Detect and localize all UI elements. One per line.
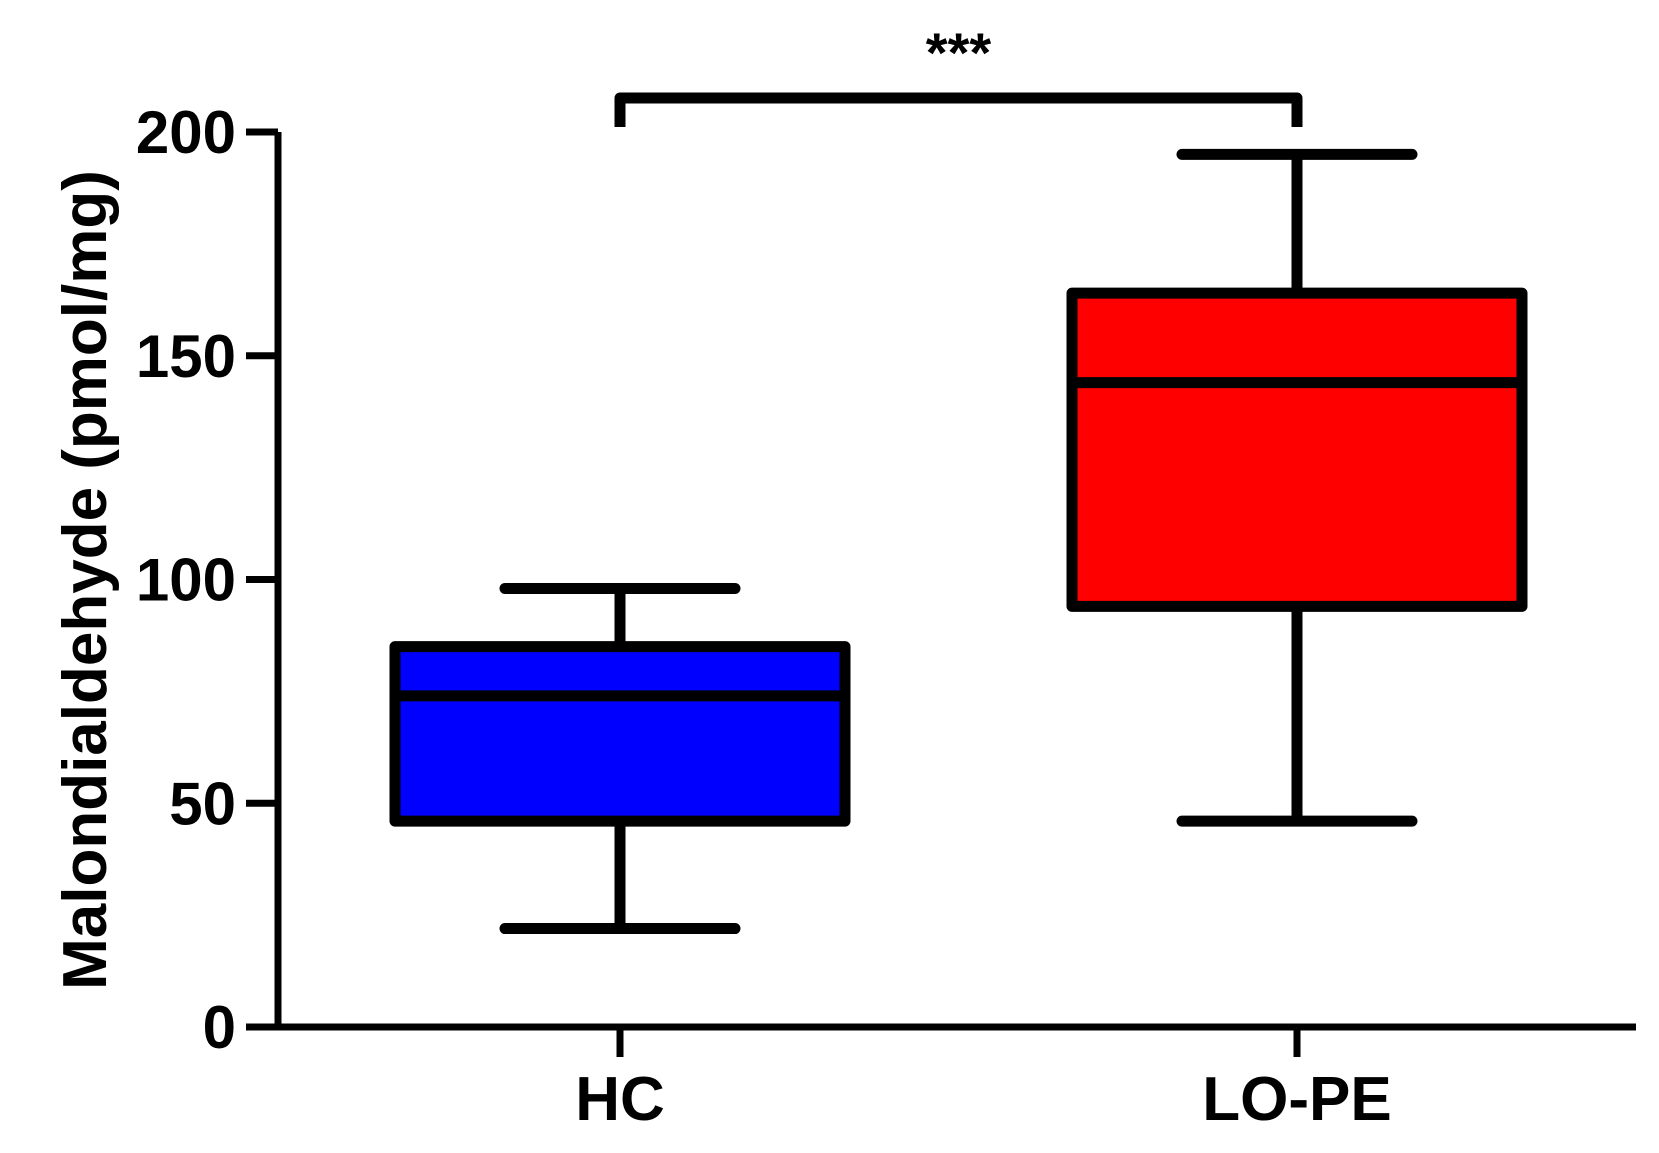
- x-tick-label: LO-PE: [1202, 1065, 1391, 1134]
- significance-bracket: ***: [614, 21, 1303, 127]
- y-ticks: 0 50 100 150 200: [136, 99, 278, 1061]
- box-iqr: [389, 641, 851, 827]
- y-tick-label: 0: [203, 994, 236, 1061]
- y-tick-label: 200: [136, 99, 236, 166]
- x-ticks: HC LO-PE: [575, 1027, 1392, 1134]
- box-hc: [389, 582, 851, 935]
- y-tick-label: 100: [136, 547, 236, 614]
- boxes: [389, 148, 1528, 935]
- box-iqr: [1066, 287, 1528, 612]
- bracket-line: [614, 92, 1303, 127]
- box-lo-pe: [1066, 148, 1528, 827]
- x-tick-label: HC: [575, 1065, 665, 1134]
- y-axis-title: Malondialdehyde (pmol/mg): [51, 170, 120, 990]
- significance-label: ***: [926, 21, 992, 84]
- y-tick-label: 150: [136, 323, 236, 390]
- y-tick-label: 50: [169, 770, 236, 837]
